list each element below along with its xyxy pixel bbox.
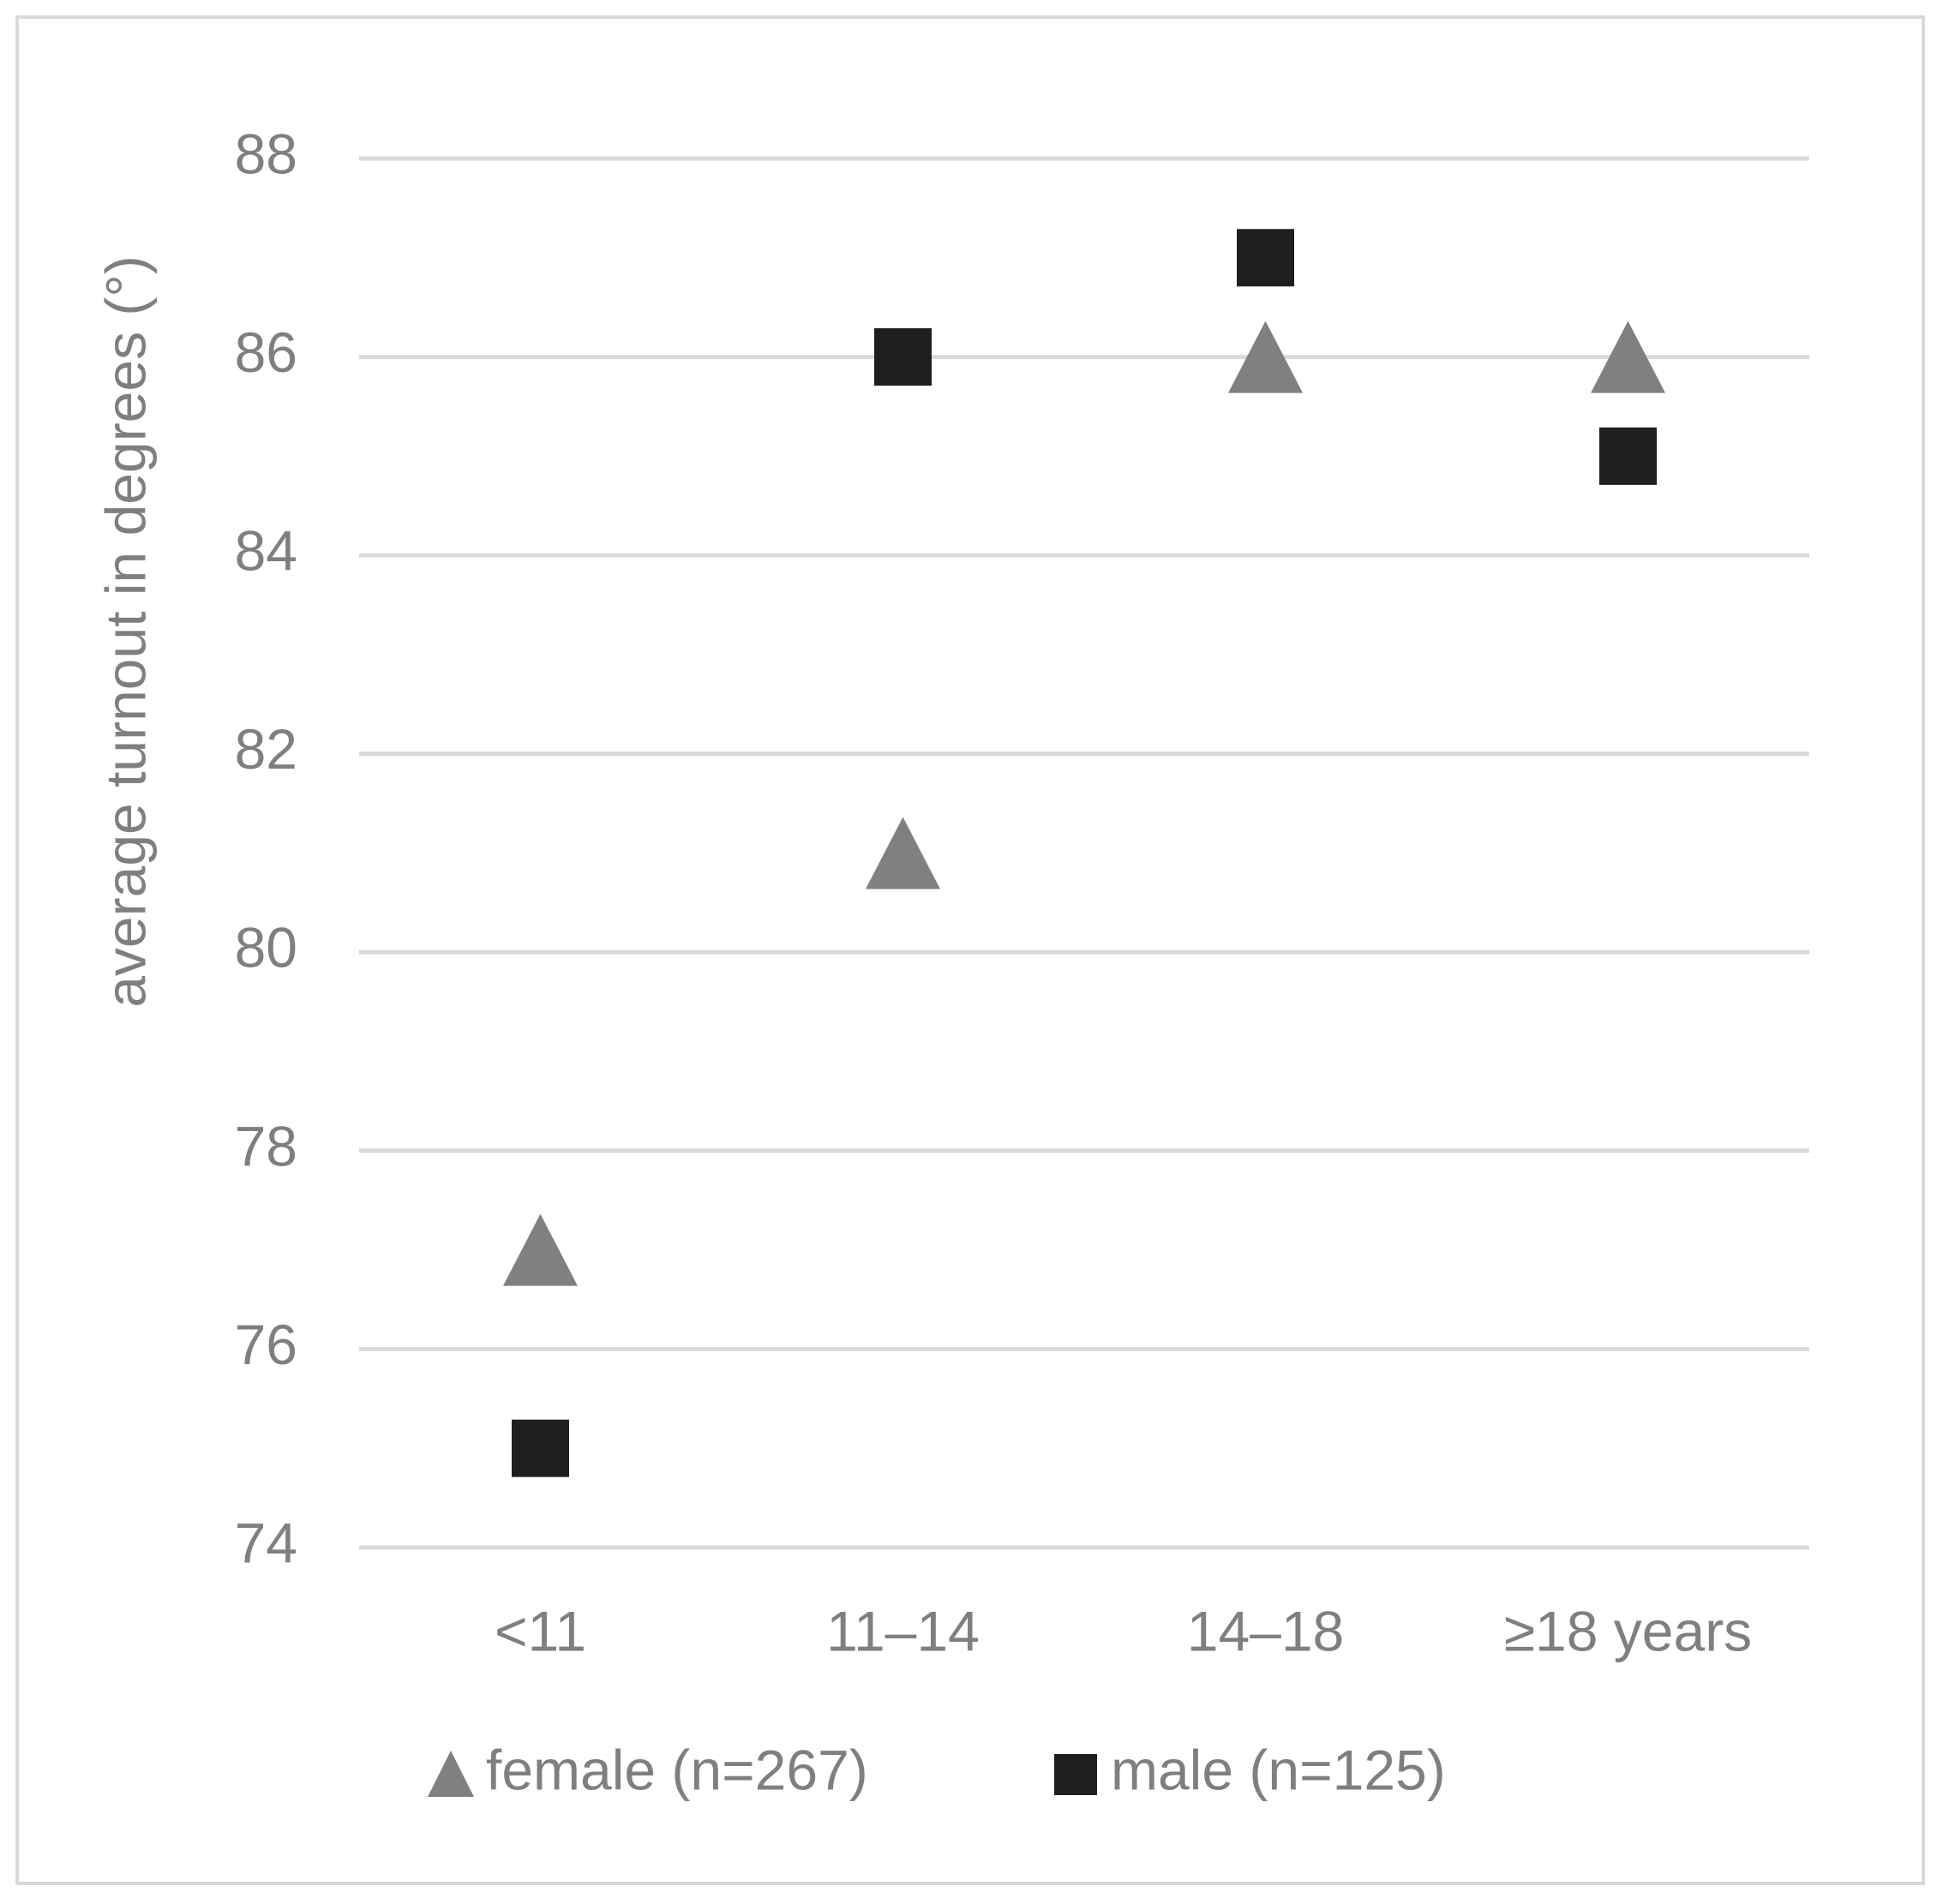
y-tick-label: 86 <box>235 320 297 384</box>
y-tick-label: 82 <box>235 717 297 781</box>
data-point <box>503 1213 578 1286</box>
x-tick-label: 11–14 <box>826 1599 980 1662</box>
x-tick-label: ≥18 years <box>1504 1599 1752 1662</box>
data-point <box>1599 427 1657 485</box>
data-point <box>512 1419 569 1477</box>
legend-label: female (n=267) <box>486 1738 868 1801</box>
data-point <box>874 328 932 386</box>
y-tick-label: 84 <box>235 519 297 583</box>
y-axis-title: average turnout in degrees (°) <box>93 255 157 1008</box>
y-tick-label: 78 <box>235 1114 297 1177</box>
legend-marker <box>428 1751 474 1797</box>
y-tick-label: 80 <box>235 916 297 979</box>
y-tick-label: 76 <box>235 1313 297 1376</box>
legend-label: male (n=125) <box>1111 1738 1446 1801</box>
y-tick-label: 88 <box>235 122 297 185</box>
legend-marker <box>1054 1754 1097 1795</box>
data-point <box>1237 229 1294 287</box>
x-tick-label: 14–18 <box>1187 1599 1345 1662</box>
x-tick-label: <11 <box>495 1599 586 1662</box>
data-point <box>866 817 940 889</box>
data-point <box>1591 320 1665 393</box>
data-point <box>1228 320 1303 393</box>
y-tick-label: 74 <box>235 1511 297 1574</box>
